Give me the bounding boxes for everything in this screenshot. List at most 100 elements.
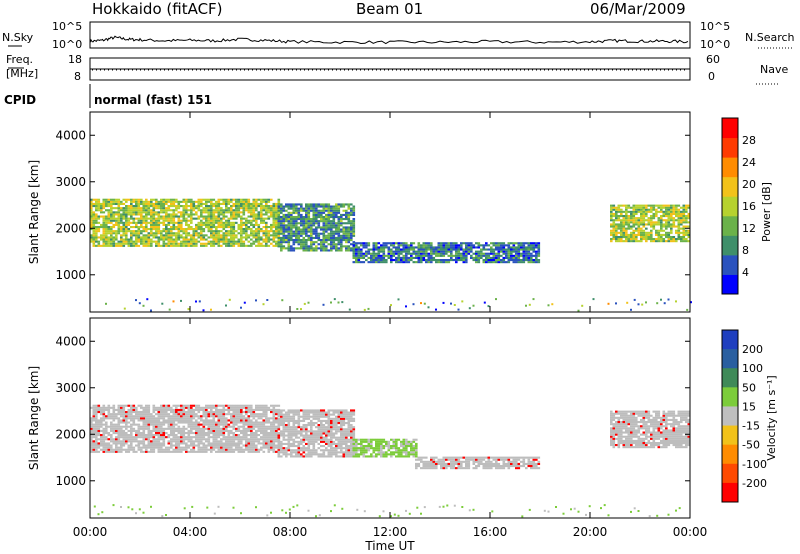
echo-cell [137,226,141,229]
echo-cell [242,444,246,447]
echo-cell [102,423,106,426]
echo-cell [297,218,301,221]
echo-cell [117,223,121,226]
echo-cell [135,413,138,416]
echo-cell [192,432,196,435]
echo-cell [125,234,128,237]
echo-cell [142,413,146,416]
echo-cell [135,234,138,237]
echo-cell [235,448,238,451]
echo-cell [327,211,331,214]
echo-cell [125,217,128,220]
echo-cell [242,228,246,231]
echo-cell [145,436,148,439]
echo-cell [232,411,236,414]
echo-cell [517,250,521,253]
echo-cell [652,223,656,226]
echo-cell [200,406,203,409]
echo-cell [380,250,383,253]
echo-cell [390,244,393,247]
echo-cell [122,442,126,445]
echo-cell [147,205,151,208]
echo-cell [270,408,273,411]
echo-cell [287,409,291,412]
echo-cell [105,230,108,233]
echo-cell [337,226,341,229]
echo-cell [185,200,188,203]
echo-cell [225,198,228,201]
echo-cell [245,223,248,226]
echo-cell [165,215,168,218]
echo-cell [130,211,133,214]
echo-cell [615,212,618,215]
echo-cell [202,436,206,439]
echo-cell [485,259,488,262]
echo-cell [165,432,168,435]
echo-cell [110,440,113,443]
echo-cell [687,206,691,209]
echo-cell [100,205,103,208]
echo-cell [402,256,406,259]
echo-cell [277,453,281,456]
echo-cell [172,205,176,208]
echo-cell [150,421,153,424]
echo-cell [370,261,373,264]
echo-cell [102,404,106,407]
echo-cell [115,429,118,432]
echo-cell [407,261,411,264]
echo-cell [90,438,93,441]
echo-cell [325,218,328,221]
echo-cell [182,242,186,245]
echo-cell [272,404,276,407]
echo-cell [277,436,281,439]
echo-cell [170,205,173,208]
echo-cell [137,423,141,426]
echo-cell [275,417,278,420]
echo-cell [237,444,241,447]
echo-cell [287,228,291,231]
echo-cell [150,436,153,439]
echo-cell [160,446,163,449]
echo-cell [302,413,306,416]
echo-cell [210,450,213,453]
echo-cell [97,202,101,205]
echo-cell [672,219,676,222]
cpid-panel: CPID normal (fast) 151 [4,84,212,108]
echo-cell [682,219,686,222]
echo-cell [637,219,641,222]
echo-cell [267,408,271,411]
echo-cell [237,404,241,407]
echo-cell [142,438,146,441]
echo-cell [160,415,163,418]
echo-cell [450,242,453,245]
echo-cell [162,223,166,226]
echo-cell [382,256,386,259]
echo-cell [625,221,628,224]
echo-cell [185,205,188,208]
echo-cell [152,406,156,409]
echo-cell [147,238,151,241]
echo-cell [145,425,148,428]
echo-cell [117,209,121,212]
echo-cell [142,444,146,447]
echo-cell [205,440,208,443]
echo-cell [627,240,631,243]
echo-cell [275,211,278,214]
echo-cell [425,246,428,249]
echo-cell [115,432,118,435]
echo-cell [197,427,201,430]
echo-cell [135,217,138,220]
echo-cell [185,427,188,430]
echo-cell [192,411,196,414]
echo-cell [262,421,266,424]
echo-cell [105,450,108,453]
echo-cell [165,207,168,210]
echo-cell [170,417,173,420]
echo-cell [447,242,451,245]
echo-cell [670,229,673,232]
echo-cell [107,406,111,409]
echo-cell [132,213,136,216]
echo-cell [490,259,493,262]
echo-cell [300,234,303,237]
echo-cell [157,213,161,216]
